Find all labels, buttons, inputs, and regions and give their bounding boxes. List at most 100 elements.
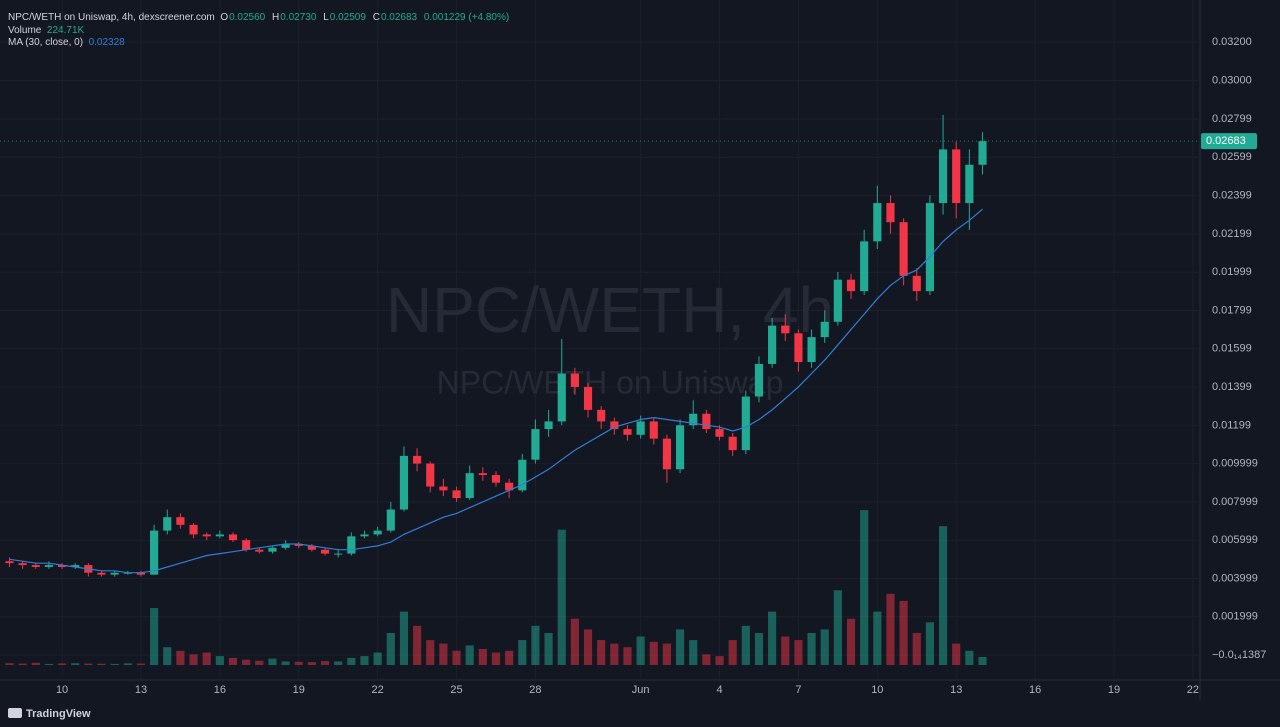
y-tick-label: 0.02199 [1212, 228, 1252, 240]
ma-row: MA (30, close, 0) 0.02328 [8, 37, 513, 50]
volume-bar [176, 650, 185, 665]
volume-bar [636, 636, 645, 665]
volume-bar [768, 611, 777, 665]
legend: NPC/WETH on Uniswap, 4h, dexscreener.com… [8, 12, 513, 50]
volume-bar [899, 600, 908, 665]
volume-bar [689, 640, 698, 665]
candle-body [452, 490, 461, 499]
candle-body [307, 545, 316, 550]
ma-name: MA (30, close, 0) [8, 37, 84, 48]
volume-bar [452, 650, 461, 665]
y-tick-label: 0.009999 [1212, 457, 1258, 469]
volume-bar [426, 640, 435, 665]
ma-value: 0.02328 [88, 37, 125, 48]
candle-body [662, 438, 672, 470]
candle-body [886, 203, 895, 223]
x-tick-label: 28 [529, 684, 541, 696]
candle-body [807, 337, 816, 363]
candle-body [242, 540, 251, 550]
candle-body [31, 565, 40, 567]
x-tick-label: 7 [795, 684, 801, 696]
candle-body [925, 203, 934, 292]
y-tick-label: 0.005999 [1212, 534, 1258, 546]
candle-body [978, 141, 987, 165]
candle-body [202, 534, 211, 537]
candle-body [176, 517, 185, 525]
volume-bar [399, 611, 409, 665]
x-tick-label: 19 [1108, 684, 1120, 696]
volume-bar [978, 657, 987, 665]
brand: TradingView [26, 708, 91, 720]
volume-bar [702, 654, 711, 665]
volume-bar [413, 625, 422, 665]
candle-body [71, 565, 80, 567]
candle-body [360, 534, 369, 537]
candle-body [505, 482, 514, 491]
volume-bar [518, 640, 527, 665]
volume-bar [136, 663, 146, 665]
candle-body [163, 517, 172, 531]
candle-body [899, 222, 908, 276]
close-value: 0.02683 [380, 12, 418, 23]
candle-body [557, 373, 566, 422]
watermark: NPC/WETH, 4h [386, 274, 834, 346]
high-value: 0.02730 [280, 12, 317, 23]
volume-bar [334, 661, 343, 665]
volume-bar [97, 663, 106, 665]
volume-bar [570, 618, 579, 665]
candle-body [110, 572, 119, 575]
candle-body [741, 396, 750, 451]
volume-bar [754, 632, 764, 665]
candle-body [228, 534, 238, 541]
low-value: 0.02509 [329, 12, 366, 23]
volume-bar [44, 663, 53, 665]
candle-body [728, 436, 737, 451]
y-tick-label: 0.01999 [1212, 266, 1252, 278]
candle-body [150, 530, 159, 575]
y-tick-label: 0.007999 [1212, 496, 1258, 508]
volume-bar [110, 663, 119, 665]
volume-bar [531, 625, 540, 665]
candle-body [44, 565, 53, 567]
candle-body [702, 413, 711, 430]
volume-bar [715, 656, 724, 665]
candle-body [597, 409, 606, 422]
candle-body [334, 553, 343, 555]
volume-bar [938, 526, 948, 665]
candle-body [636, 421, 645, 435]
y-tick-label: 0.001999 [1212, 611, 1258, 623]
volume-name: Volume [8, 24, 42, 36]
candle-body [136, 572, 146, 575]
volume-row: Volume 224.71K [8, 25, 513, 38]
candle-body [478, 473, 487, 476]
y-tick-label: 0.02399 [1212, 189, 1252, 201]
close-key: C [372, 12, 380, 23]
x-tick-label: 19 [293, 684, 305, 696]
y-tick-label: 0.03200 [1212, 36, 1252, 48]
x-tick-label: 22 [372, 684, 384, 696]
y-tick-label: 0.01399 [1212, 381, 1252, 393]
x-tick-label: Jun [632, 684, 650, 696]
volume-bar [294, 661, 303, 665]
candle-body [491, 475, 501, 483]
volume-bar [320, 661, 330, 665]
volume-bar [478, 648, 487, 665]
candle-body [781, 325, 790, 334]
candle-body [952, 149, 961, 204]
candle-body [860, 241, 869, 292]
candle-body [649, 421, 658, 439]
candle-body [439, 486, 448, 491]
volume-bar [268, 658, 277, 665]
volume-bar [150, 608, 159, 665]
volume-bar [597, 640, 606, 665]
candle-body [715, 429, 724, 437]
x-tick-label: 22 [1187, 684, 1199, 696]
x-tick-label: 13 [135, 684, 147, 696]
volume-bar [886, 593, 895, 665]
volume-bar [242, 659, 251, 665]
candle-body [570, 373, 579, 387]
volume-bar [255, 660, 264, 665]
open-key: O [220, 12, 229, 23]
volume-bar [610, 643, 619, 665]
